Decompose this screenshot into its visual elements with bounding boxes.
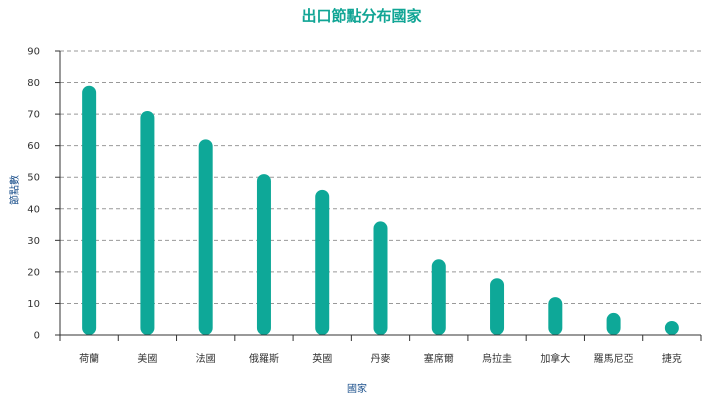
bar: [140, 110, 155, 335]
x-axis-title: 國家: [347, 382, 367, 395]
y-axis-title: 節點數: [8, 175, 21, 205]
y-tick-label: 50: [27, 173, 40, 184]
x-tick-label: 加拿大: [540, 352, 570, 365]
bar: [315, 189, 330, 335]
y-tick-label: 60: [27, 141, 40, 152]
bar: [548, 297, 563, 335]
x-tick-label: 羅馬尼亞: [594, 353, 634, 365]
x-tick-labels: 荷蘭 美國 法國 俄羅斯 英國 丹麥 塞席爾 烏拉圭 加拿大 羅馬尼亞 捷克: [79, 352, 682, 365]
bar: [606, 312, 621, 335]
bar: [490, 278, 505, 335]
bar: [664, 321, 679, 335]
y-tick-label: 70: [27, 110, 40, 121]
x-tick-label: 塞席爾: [424, 352, 454, 365]
x-tick-label: 捷克: [662, 352, 682, 365]
x-tick-label: 法國: [196, 352, 216, 365]
x-tick-label: 荷蘭: [79, 352, 99, 365]
bar: [256, 174, 271, 335]
y-tick-label: 40: [27, 204, 40, 215]
axes: [55, 50, 702, 341]
y-tick-label: 20: [27, 267, 40, 278]
chart-title: 出口節點分布國家: [301, 7, 421, 25]
bar: [82, 85, 97, 335]
x-tick-label: 烏拉圭: [482, 352, 512, 365]
y-tick-label: 30: [27, 236, 40, 247]
x-tick-label: 美國: [137, 352, 157, 365]
x-tick-label: 丹麥: [371, 352, 391, 365]
gridlines: [60, 50, 701, 304]
bar: [431, 259, 446, 335]
bar: [373, 221, 388, 335]
x-tick-label: 英國: [312, 352, 332, 365]
y-tick-label: 90: [27, 47, 40, 58]
y-tick-label: 10: [27, 299, 40, 310]
bar: [198, 139, 213, 335]
y-tick-labels: 0 10 20 30 40 50 60 70 80 90: [27, 47, 40, 342]
bars: [82, 85, 679, 335]
y-tick-label: 0: [34, 331, 40, 342]
x-tick-label: 俄羅斯: [249, 352, 279, 365]
y-tick-label: 80: [27, 78, 40, 89]
